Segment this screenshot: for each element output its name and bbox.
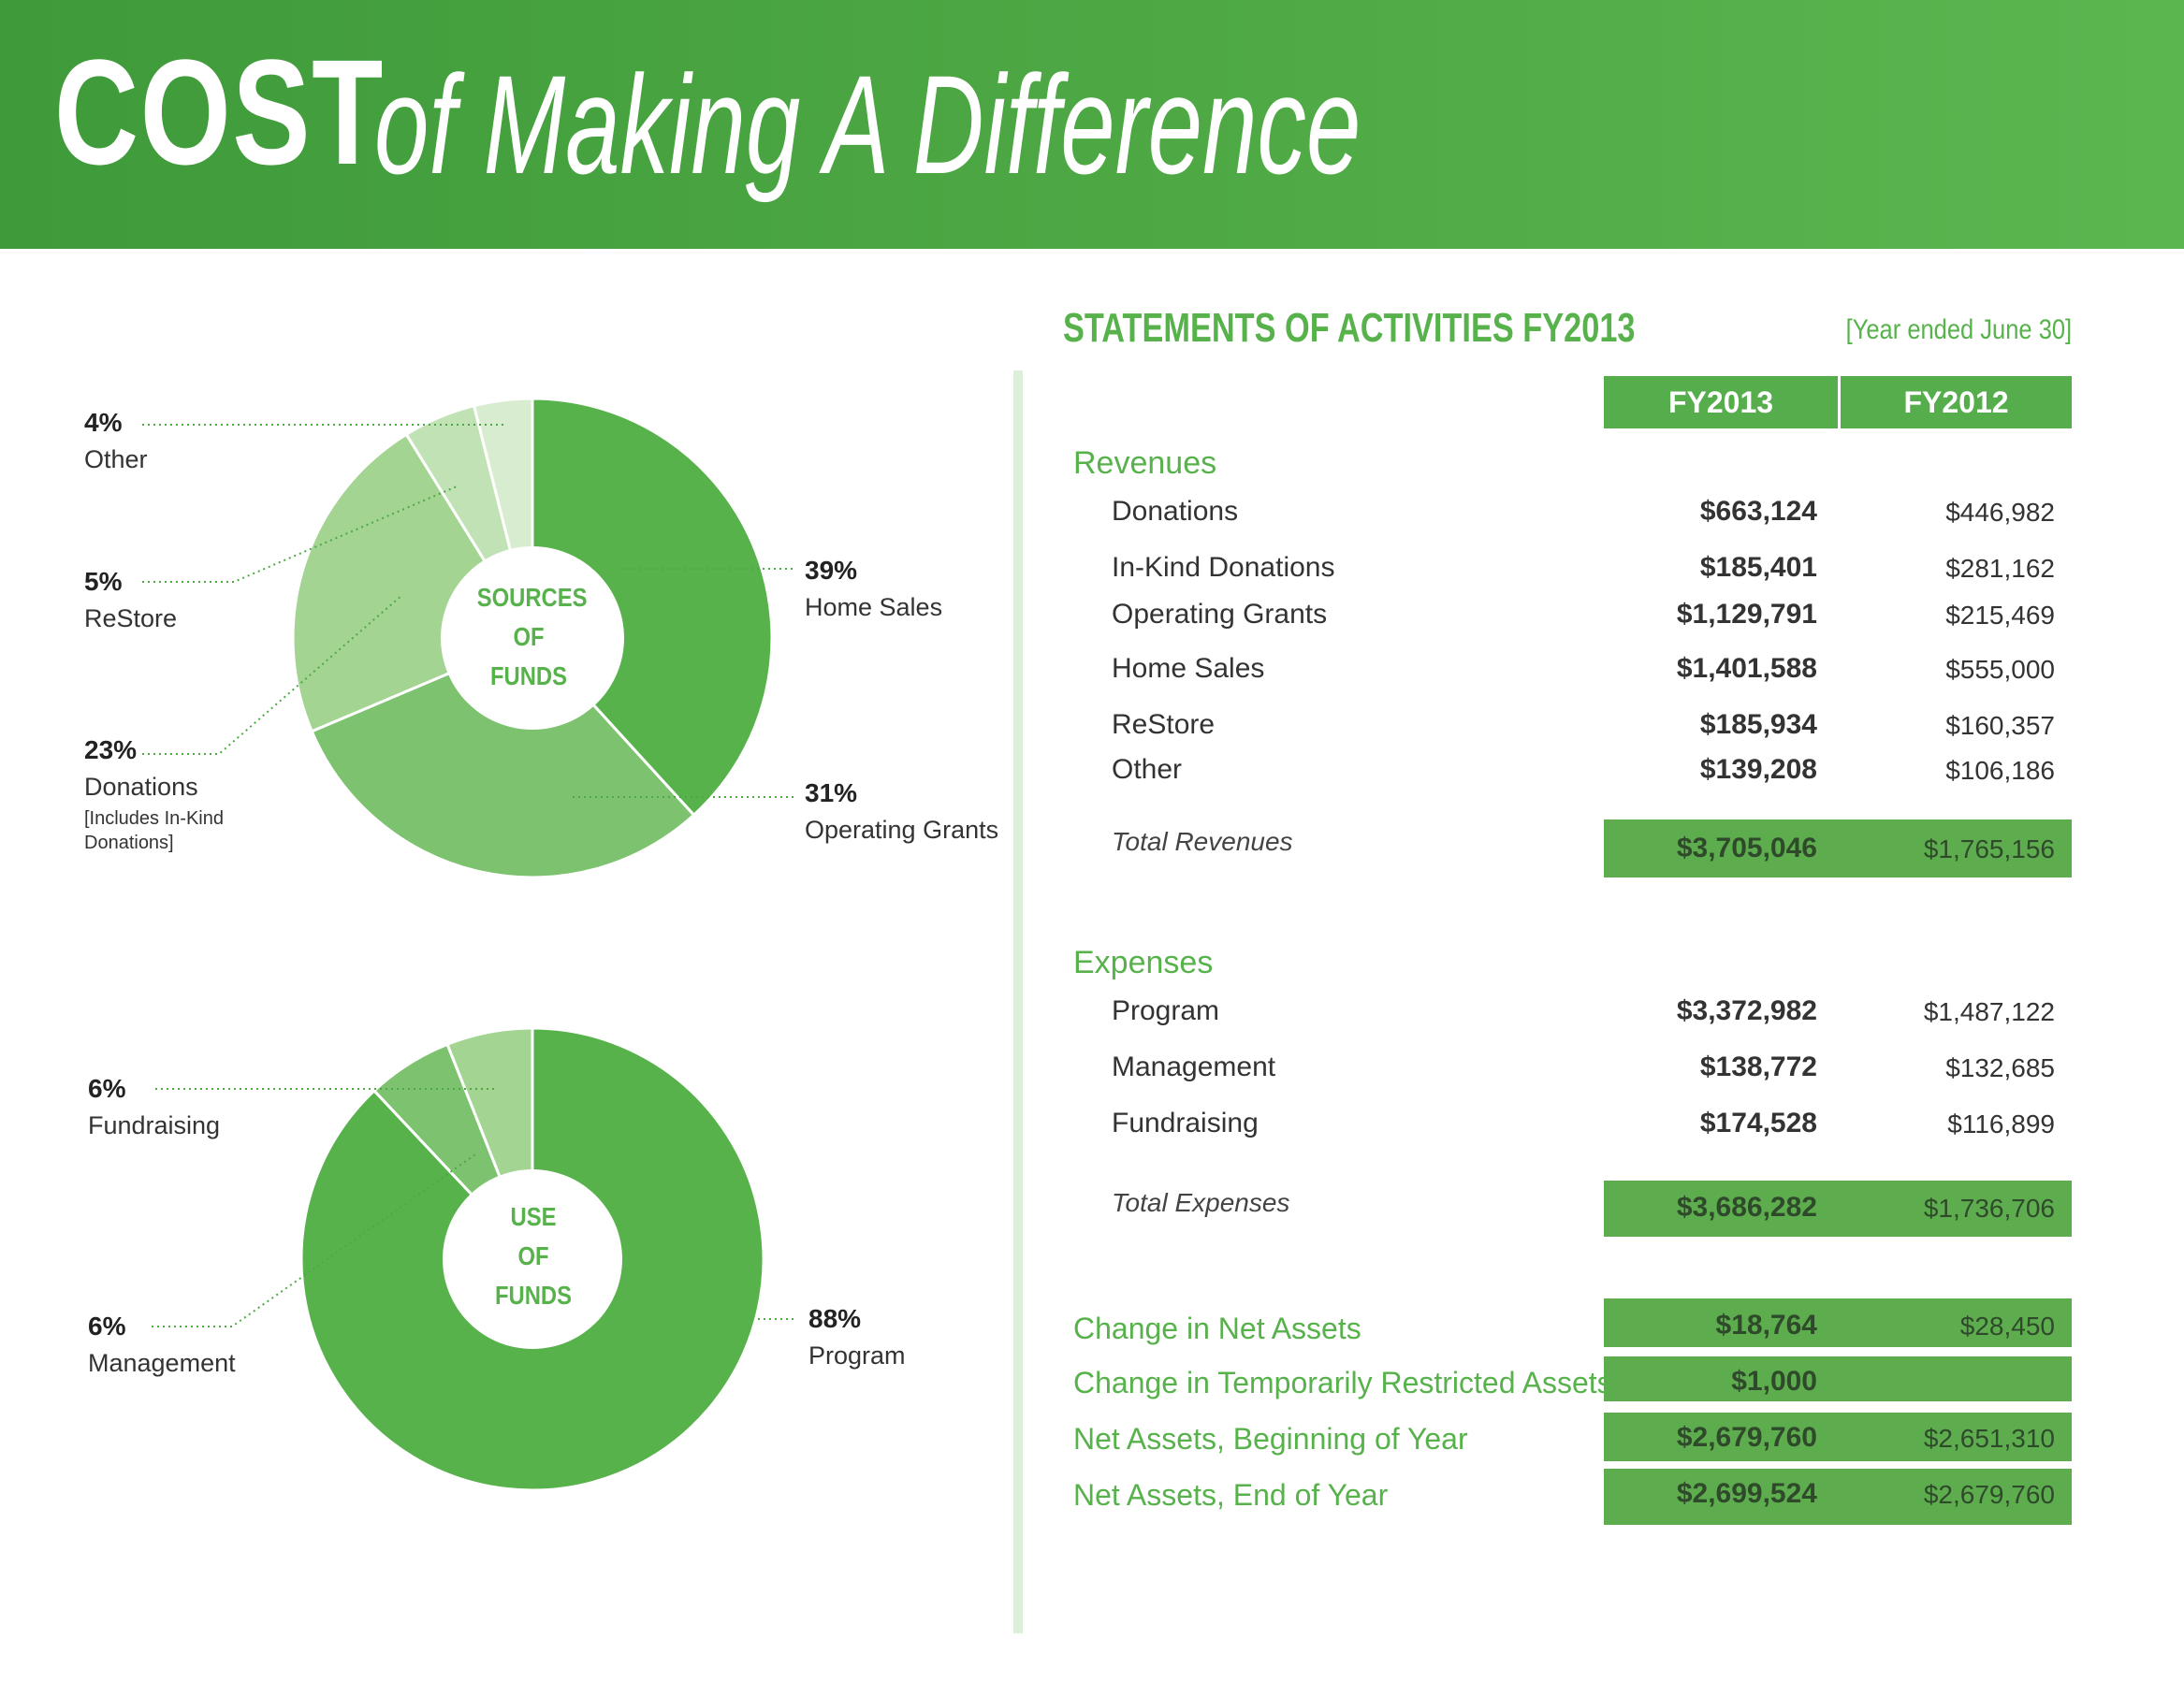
section-heading-revenues: Revenues — [1073, 445, 1217, 481]
center-line: OF — [517, 1241, 549, 1270]
total-revenues-label: Total Revenues — [1112, 827, 1293, 856]
summary-label: Change in Net Assets — [1073, 1312, 1361, 1345]
slice-label-other: Other — [84, 445, 148, 473]
page-title-italic: of Making A Difference — [374, 46, 1361, 203]
slice-label-program: Program — [808, 1341, 906, 1370]
summary-fy2013: $18,764 — [1715, 1310, 1817, 1341]
slice-pct-program: 88% — [808, 1304, 862, 1333]
value-fy2012: $116,899 — [1947, 1109, 2055, 1138]
value-fy2013: $1,401,588 — [1676, 653, 1817, 684]
center-line: SOURCES — [476, 583, 588, 612]
page-title-strong: COST — [54, 28, 385, 196]
pie-slice-home-sales — [531, 397, 774, 818]
value-fy2012: $106,186 — [1945, 756, 2055, 785]
summary-band — [1604, 1413, 2072, 1461]
slice-pct-operating-grants: 31% — [805, 778, 858, 807]
slice-pct-restore: 5% — [84, 567, 123, 596]
row-label: Operating Grants — [1112, 599, 1328, 630]
leader-line — [152, 1153, 476, 1327]
slice-label-restore: ReStore — [84, 604, 178, 632]
summary-band — [1604, 1298, 2072, 1347]
slice-pct-donations: 23% — [84, 735, 138, 764]
summary-fy2012: $28,450 — [1959, 1312, 2055, 1341]
value-fy2013: $174,528 — [1699, 1108, 1817, 1138]
value-fy2012: $555,000 — [1945, 655, 2055, 684]
row-label: Donations — [1112, 496, 1239, 527]
center-line: USE — [510, 1202, 557, 1231]
total-revenues-fy2012: $1,765,156 — [1923, 834, 2055, 863]
column-header-fy2012: FY2012 — [1841, 376, 2072, 428]
row-label: ReStore — [1112, 709, 1216, 740]
summary-fy2012: $2,679,760 — [1923, 1480, 2055, 1509]
slice-sublabel-donations: [Includes In-Kind Donations] — [84, 808, 224, 853]
slice-label-home-sales: Home Sales — [805, 593, 943, 621]
summary-label: Change in Temporarily Restricted Assets — [1073, 1366, 1612, 1399]
year-note: [Year ended June 30] — [1845, 314, 2072, 345]
value-fy2013: $138,772 — [1699, 1051, 1817, 1082]
pie-slice-operating-grants — [310, 636, 696, 879]
slice-pct-fundraising: 6% — [88, 1074, 126, 1103]
column-divider — [1013, 370, 1023, 1633]
slice-label-management: Management — [88, 1349, 236, 1377]
row-label: Other — [1112, 754, 1183, 785]
value-fy2012: $446,982 — [1945, 498, 2055, 527]
value-fy2013: $3,372,982 — [1676, 995, 1817, 1026]
summary-band — [1604, 1356, 2072, 1401]
value-fy2012: $132,685 — [1945, 1053, 2055, 1082]
value-fy2012: $1,487,122 — [1923, 997, 2055, 1026]
row-label: In-Kind Donations — [1112, 552, 1335, 583]
summary-fy2013: $2,699,524 — [1676, 1478, 1817, 1509]
section-heading-expenses: Expenses — [1073, 945, 1214, 980]
value-fy2012: $160,357 — [1945, 711, 2055, 740]
value-fy2013: $185,934 — [1699, 709, 1817, 740]
summary-label: Net Assets, Beginning of Year — [1073, 1422, 1468, 1456]
value-fy2012: $281,162 — [1945, 554, 2055, 583]
summary-band — [1604, 1469, 2072, 1525]
summary-fy2013: $2,679,760 — [1676, 1422, 1817, 1453]
value-fy2013: $1,129,791 — [1676, 599, 1817, 630]
slice-pct-home-sales: 39% — [805, 556, 858, 585]
total-expenses-fy2013: $3,686,282 — [1676, 1192, 1817, 1223]
value-fy2013: $185,401 — [1699, 552, 1817, 583]
summary-fy2012: $2,651,310 — [1923, 1424, 2055, 1453]
sources-center-label: SOURCES OF FUNDS — [476, 578, 588, 696]
total-expenses-band — [1604, 1181, 2072, 1237]
row-label: Fundraising — [1112, 1108, 1259, 1138]
total-expenses-label: Total Expenses — [1112, 1188, 1290, 1217]
center-line: FUNDS — [490, 661, 567, 690]
slice-pct-other: 4% — [84, 408, 123, 437]
value-fy2013: $139,208 — [1699, 754, 1817, 785]
value-fy2013: $663,124 — [1699, 496, 1817, 527]
summary-label: Net Assets, End of Year — [1073, 1478, 1389, 1512]
center-line: FUNDS — [495, 1281, 572, 1310]
donut-hole — [441, 546, 624, 730]
use-center-label: USE OF FUNDS — [482, 1197, 586, 1315]
column-header-fy2013: FY2013 — [1604, 376, 1838, 428]
total-expenses-fy2012: $1,736,706 — [1923, 1194, 2055, 1223]
slice-label-donations: Donations — [84, 773, 198, 801]
header-banner — [0, 0, 2184, 249]
row-label: Program — [1112, 995, 1220, 1026]
donut-hole — [443, 1169, 622, 1349]
slice-label-fundraising: Fundraising — [88, 1111, 221, 1139]
total-revenues-band — [1604, 819, 2072, 877]
center-line: OF — [513, 622, 545, 651]
summary-fy2013: $1,000 — [1731, 1366, 1817, 1397]
total-revenues-fy2013: $3,705,046 — [1676, 833, 1817, 863]
slice-pct-management: 6% — [88, 1312, 126, 1341]
row-label: Management — [1112, 1051, 1276, 1082]
value-fy2012: $215,469 — [1945, 601, 2055, 630]
leader-line — [142, 486, 458, 583]
row-label: Home Sales — [1112, 653, 1265, 684]
slice-label-operating-grants: Operating Grants — [805, 816, 999, 844]
statement-title: STATEMENTS OF ACTIVITIES FY2013 — [1063, 305, 1636, 351]
donut-charts — [142, 397, 797, 1492]
